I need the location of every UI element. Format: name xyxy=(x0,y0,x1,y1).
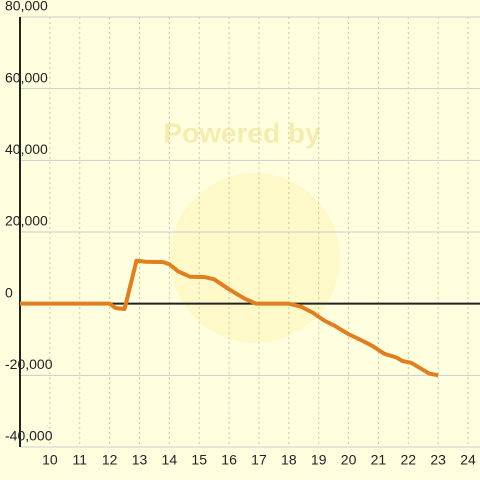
y-tick-label: 60,000 xyxy=(5,69,48,85)
x-tick-label: 17 xyxy=(251,452,267,468)
x-tick-label: 19 xyxy=(311,452,327,468)
x-tick-label: 13 xyxy=(132,452,148,468)
y-tick-label: -20,000 xyxy=(5,356,53,372)
y-tick-label: 80,000 xyxy=(5,0,48,14)
x-tick-label: 12 xyxy=(102,452,118,468)
x-tick-label: 18 xyxy=(281,452,297,468)
y-tick-label: 40,000 xyxy=(5,141,48,157)
x-tick-label: 24 xyxy=(460,452,476,468)
x-tick-label: 10 xyxy=(42,452,58,468)
watermark: Powered by xyxy=(163,117,321,148)
x-tick-label: 15 xyxy=(191,452,207,468)
x-tick-label: 23 xyxy=(430,452,446,468)
x-tick-label: 16 xyxy=(221,452,237,468)
x-tick-label: 21 xyxy=(371,452,387,468)
y-tick-label: 0 xyxy=(5,284,13,300)
line xyxy=(20,258,439,378)
y-tick-label: -40,000 xyxy=(5,428,53,444)
x-tick-label: 22 xyxy=(401,452,417,468)
watermark-logo xyxy=(170,173,340,343)
x-tick-label: 20 xyxy=(341,452,357,468)
x-tick-label: 11 xyxy=(72,452,87,468)
x-tick-label: 14 xyxy=(162,452,178,468)
y-tick-label: 20,000 xyxy=(5,213,48,229)
